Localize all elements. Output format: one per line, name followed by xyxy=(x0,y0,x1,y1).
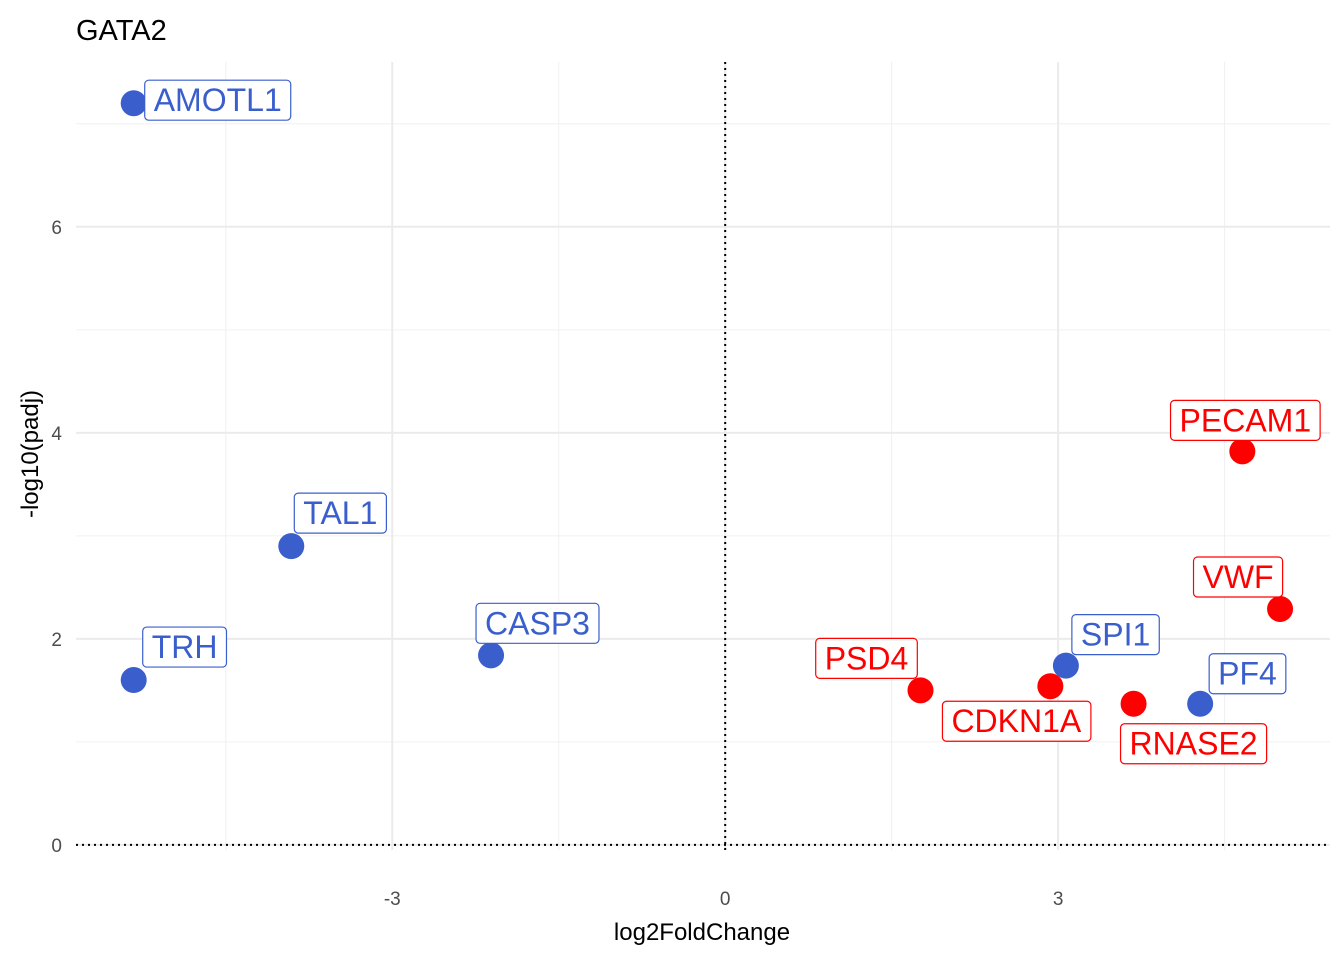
point-label-box xyxy=(142,626,228,668)
point-label: PECAM1 xyxy=(1169,399,1321,441)
point-label-text: AMOTL1 xyxy=(154,82,282,118)
y-axis-ticks: 0 2 4 6 xyxy=(51,218,62,857)
data-point xyxy=(278,533,305,560)
point-label-box xyxy=(1071,614,1160,656)
point-label-box xyxy=(815,637,918,679)
point-label-box xyxy=(1192,556,1284,598)
point-label-box xyxy=(293,492,387,534)
data-point xyxy=(1267,595,1294,622)
point-label-text: VWF xyxy=(1203,559,1274,595)
data-point xyxy=(907,677,934,704)
data-point xyxy=(1037,673,1064,700)
reference-lines xyxy=(76,62,1330,850)
data-point xyxy=(1052,652,1079,679)
point-label-box xyxy=(475,602,600,644)
point-label-box xyxy=(1119,723,1268,765)
point-label-text: RNASE2 xyxy=(1130,726,1258,762)
point-label-text: TAL1 xyxy=(303,495,377,531)
data-points xyxy=(120,90,1294,717)
point-label-box xyxy=(1208,653,1287,695)
data-point xyxy=(1187,690,1214,717)
point-label-text: CDKN1A xyxy=(951,703,1081,739)
point-label-text: SPI1 xyxy=(1081,617,1150,653)
data-point xyxy=(1120,690,1147,717)
y-tick-label: 2 xyxy=(51,630,62,651)
point-label-text: PF4 xyxy=(1218,656,1277,692)
data-point xyxy=(478,642,505,669)
data-point xyxy=(1229,438,1256,465)
point-label: AMOTL1 xyxy=(144,79,292,121)
point-label-text: PSD4 xyxy=(825,640,909,676)
point-label: TAL1 xyxy=(293,492,387,534)
point-label: RNASE2 xyxy=(1119,723,1268,765)
point-label: SPI1 xyxy=(1071,614,1160,656)
point-label: PF4 xyxy=(1208,653,1287,695)
point-label: VWF xyxy=(1192,556,1284,598)
point-label: CASP3 xyxy=(475,602,600,644)
y-tick-label: 0 xyxy=(51,836,62,857)
point-label: TRH xyxy=(142,626,228,668)
x-tick-label: 0 xyxy=(720,889,731,910)
x-axis-title: log2FoldChange xyxy=(614,919,790,946)
point-label-box xyxy=(941,700,1092,742)
point-label-text: PECAM1 xyxy=(1180,402,1312,438)
point-labels: AMOTL1 TAL1 TRH CASP3 SPI1 PF4 PECAM1 VWF PSD4 CD… xyxy=(142,79,1321,765)
point-label-box xyxy=(1169,399,1321,441)
data-point xyxy=(120,667,147,694)
x-tick-label: 3 xyxy=(1053,889,1064,910)
x-tick-label: -3 xyxy=(384,889,401,910)
data-point xyxy=(120,90,147,117)
chart-title: GATA2 xyxy=(76,15,167,47)
y-tick-label: 4 xyxy=(51,424,62,445)
point-label-box xyxy=(144,79,292,121)
point-label-text: CASP3 xyxy=(485,605,590,641)
point-label-text: TRH xyxy=(152,629,218,665)
point-label: PSD4 xyxy=(815,637,918,679)
y-tick-label: 6 xyxy=(51,218,62,239)
x-axis-ticks: -3 0 3 xyxy=(384,889,1064,910)
point-label: CDKN1A xyxy=(941,700,1092,742)
y-axis-title: -log10(padj) xyxy=(17,390,44,518)
